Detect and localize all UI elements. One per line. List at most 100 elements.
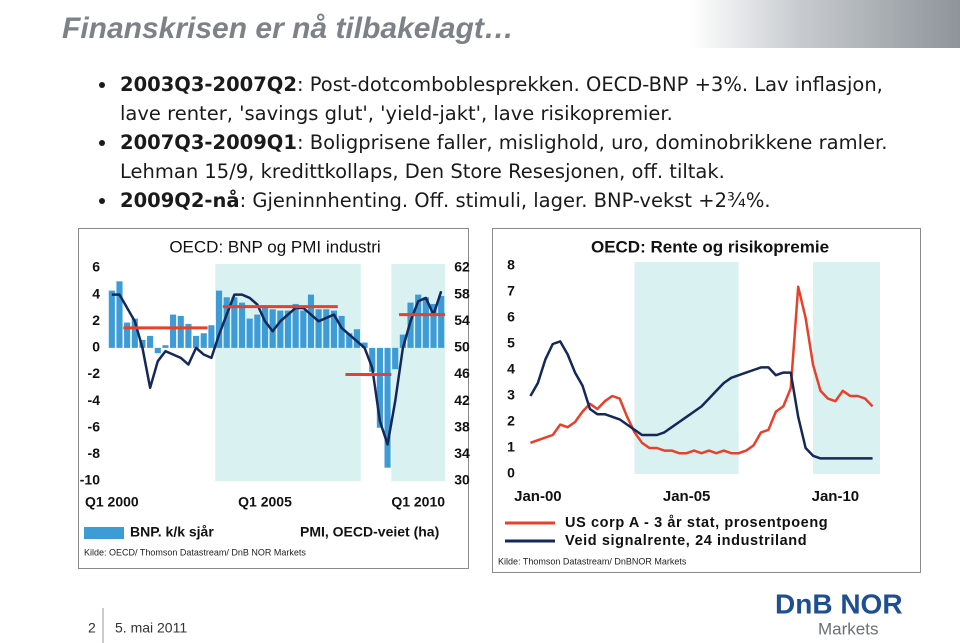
y-tick-label: -6 [88, 418, 101, 434]
bar [422, 297, 429, 348]
bar [154, 347, 161, 354]
y-tick-label: 0 [92, 339, 100, 355]
bar [353, 329, 360, 348]
y-tick-label: 5 [507, 335, 515, 351]
bar [223, 297, 230, 348]
bar [177, 315, 184, 348]
y2-tick-label: 54 [454, 312, 470, 328]
source: Kilde: OECD/ Thomson Datastream/ DnB NOR… [84, 547, 306, 557]
y2-tick-label: 46 [454, 365, 470, 381]
bar [131, 318, 138, 348]
bullet: 2007Q3-2009Q1: Boligprisene faller, misl… [118, 128, 918, 186]
y-tick-label: 6 [507, 309, 515, 325]
x-tick-label: Q1 2005 [238, 494, 292, 510]
line [111, 290, 443, 446]
bar [238, 302, 246, 348]
chart-frame [492, 228, 921, 573]
bar [300, 310, 307, 348]
date: 5. mai 2011 [115, 620, 187, 636]
bar [261, 305, 269, 348]
legend-label: PMI, OECD-veiet (ha) [300, 524, 439, 540]
bar [392, 347, 399, 370]
y-tick-label: -10 [80, 472, 100, 488]
bar [338, 315, 345, 348]
y2-tick-label: 50 [454, 339, 470, 355]
bar [384, 347, 391, 468]
bar [330, 310, 338, 348]
y2-tick-label: 42 [454, 392, 470, 408]
legend-label: BNP. k/k sjår [130, 524, 214, 540]
bar [369, 347, 376, 372]
y-tick-label: 7 [507, 283, 515, 299]
y-tick-label: 2 [92, 312, 100, 328]
chart-title: OECD: Rente og risikopremie [591, 237, 829, 256]
bar [170, 314, 177, 348]
x-tick-label: Jan-05 [663, 488, 711, 505]
shaded-period [634, 262, 739, 474]
bar [269, 309, 276, 348]
bar [307, 294, 315, 348]
bar [361, 342, 368, 348]
bullet: 2003Q3-2007Q2: Post-dotcomboblesprekken.… [118, 70, 918, 128]
bar [246, 318, 253, 348]
y-tick-label: 2 [507, 413, 515, 429]
bar [108, 290, 115, 348]
bar [200, 333, 207, 348]
bar [116, 281, 123, 348]
shaded-period [215, 264, 361, 481]
y-tick-label: 3 [507, 387, 515, 403]
y-tick-label: 8 [507, 257, 515, 273]
header-image [690, 0, 960, 48]
bar [231, 297, 238, 348]
logo-sub: Markets [818, 619, 878, 638]
bullet: 2009Q2-nå: Gjeninnhenting. Off. stimuli,… [118, 186, 918, 215]
bullet-text: : Gjeninnhenting. Off. stimuli, lager. B… [239, 189, 771, 212]
bullet-period: 2009Q2-nå [120, 189, 240, 212]
bullet-period: 2003Q3-2007Q2 [120, 73, 297, 96]
y-tick-label: 6 [92, 259, 100, 275]
bar [162, 345, 169, 348]
bar [315, 309, 322, 348]
y2-tick-label: 62 [454, 259, 470, 275]
legend-label: US corp A - 3 år stat, prosentpoeng [565, 515, 828, 531]
y2-tick-label: 34 [454, 445, 470, 461]
bar [430, 303, 437, 348]
logo-name: DnB NOR [775, 588, 903, 619]
y-tick-label: 4 [507, 361, 515, 377]
bar [124, 322, 131, 348]
chart-title: OECD: BNP og PMI industri [169, 237, 380, 256]
line [529, 340, 873, 460]
y2-tick-label: 30 [454, 472, 470, 488]
bar [399, 334, 406, 348]
bullet-text: : Post-dotcomboblesprekken. OECD-BNP +3%… [120, 73, 883, 125]
bar [346, 333, 353, 348]
bar [323, 309, 330, 348]
bar [185, 323, 192, 348]
bar [193, 335, 200, 348]
y-tick-label: 0 [507, 465, 515, 481]
chart-frame [78, 228, 469, 569]
source: Kilde: Thomson Datastream/ DnBNOR Market… [498, 556, 687, 566]
y-tick-label: -4 [88, 392, 101, 408]
x-tick-label: Q1 2000 [85, 494, 139, 510]
y-tick-label: 1 [507, 439, 515, 455]
bar [254, 314, 261, 348]
bar [292, 303, 299, 348]
bar [376, 347, 383, 428]
bar [215, 290, 223, 348]
bullet-text: : Boligprisene faller, mislighold, uro, … [120, 131, 888, 183]
bar [415, 294, 422, 348]
y-tick-label: 4 [92, 285, 100, 301]
slide-title: Finanskrisen er nå tilbakelagt… [62, 12, 514, 45]
line [530, 285, 874, 455]
bar [284, 310, 292, 348]
shaded-period [813, 262, 880, 474]
bar [438, 295, 445, 348]
page-number: 2 [88, 620, 96, 636]
bar [277, 310, 284, 348]
bullet-period: 2007Q3-2009Q1 [120, 131, 297, 154]
y2-tick-label: 38 [454, 418, 470, 434]
x-tick-label: Jan-00 [514, 488, 562, 505]
